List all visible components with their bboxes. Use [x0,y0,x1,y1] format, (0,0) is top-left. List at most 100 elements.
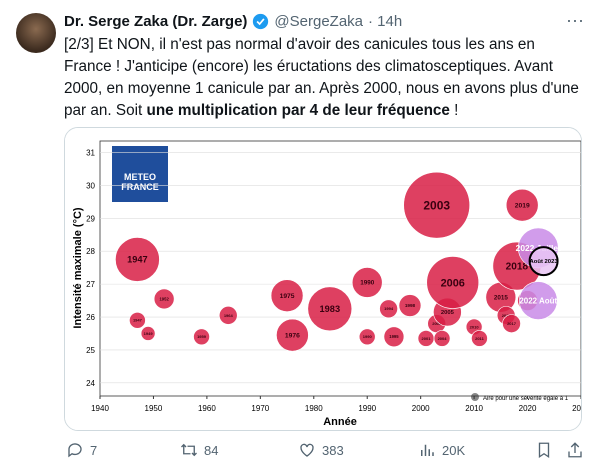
bubble-label: 1947 [127,255,148,265]
legend-note: Aire pour une sévérité égale à 1 [483,396,569,402]
bubble-label: 2017 [507,321,517,326]
x-axis-title: Année [323,416,357,428]
x-tick-label: 2020 [519,404,537,413]
bubble-label: 1994 [384,306,394,311]
bubble [383,326,405,348]
bubble-label: 1947 [133,318,143,323]
header: Dr. Serge Zaka (Dr. Zarge) @SergeZaka · … [64,13,402,30]
bubble-label: 2006 [441,277,465,289]
bubble-label: 2004 [438,336,448,341]
bubble-label: 2011 [475,336,484,341]
bubble-label: 1995 [389,334,399,339]
bubble [270,279,304,312]
bubble-label: 2019 [515,203,530,210]
x-tick-label: 2000 [412,404,430,413]
bubble-label: 1976 [285,332,300,339]
bubble [518,281,558,320]
like[interactable]: 383 [298,441,344,459]
bubble-label: Août 2023 [530,259,559,265]
text-bold: une multiplication par 4 de leur fréquen… [146,102,450,119]
bubble [502,314,521,333]
views[interactable]: 20K [418,441,465,459]
bubble [398,294,422,317]
bubble-label: 2022 Août [519,296,557,305]
bubble-label: 1959 [197,334,207,339]
bubble [379,299,398,319]
verified [253,13,269,30]
chart: METEO FRANCE Intensité maximale (°C) Ann… [65,128,581,430]
y-tick-label: 26 [86,313,95,322]
reply[interactable]: 7 [66,441,97,459]
bubble [115,237,160,282]
x-tick-label: 1940 [91,404,109,413]
logo-text: FRANCE [121,182,159,192]
y-tick-label: 25 [86,346,95,355]
share[interactable] [566,441,584,459]
bubble-label: 2010 [470,324,480,329]
text: [2/3] Et NON, il n'est pas normal d'avoi… [64,36,579,119]
bubble [351,267,383,298]
repost[interactable]: 84 [180,441,218,459]
y-axis-title: Intensité maximale (°C) [72,207,84,328]
plot-frame [99,140,581,397]
view-count: 20K [442,442,466,458]
text: ! [449,102,459,119]
bubble [505,188,539,222]
bubble [433,330,451,347]
bubble [140,326,156,341]
handle[interactable]: @SergeZaka [274,13,364,30]
media[interactable]: METEO FRANCE Intensité maximale (°C) Ann… [64,127,582,431]
y-tick-label: 29 [86,214,95,223]
tweet-text: [2/3] Et NON, il n'est pas normal d'avoi… [64,34,579,122]
bubble-label: 1990 [363,334,373,339]
avatar[interactable] [16,13,56,53]
x-tick-label: 1980 [305,404,323,413]
bubble-label: 1998 [405,303,416,308]
bubble [426,256,480,309]
bookmark[interactable] [535,441,553,459]
bubble-label: 1964 [224,313,234,318]
reply-count: 7 [90,442,98,458]
y-tick-label: 30 [86,181,95,190]
bubble [358,328,376,346]
bubble-label: 2001 [422,336,432,341]
x-tick-label: 2030 [572,404,581,413]
more[interactable]: ··· [566,10,584,30]
logo [112,146,168,202]
like-count: 383 [322,442,344,458]
bubble-label: 1983 [320,304,341,314]
x-tick-label: 1970 [251,404,269,413]
bubble-label: 1952 [159,296,169,301]
bubble [307,286,353,332]
bubble-label: 1975 [280,293,295,300]
bubble [528,246,559,277]
x-tick-label: 2010 [465,404,483,413]
bubble [276,318,309,352]
bubble-label: 2003 [432,321,442,326]
bubble-label: 2003 [423,198,450,212]
x-tick-label: 1960 [198,404,216,413]
author-name[interactable]: Dr. Serge Zaka (Dr. Zarge) [64,13,248,30]
legend-dot [471,393,479,401]
bubble [218,306,238,325]
x-tick-label: 1950 [145,404,163,413]
bubble [403,171,471,239]
time: · 14h [368,13,403,30]
repost-count: 84 [204,442,219,458]
bubble [153,288,175,310]
logo-text: METEO [124,172,156,182]
x-tick-label: 1990 [358,404,376,413]
bubble-label: 2015 [494,294,509,301]
bubble-label: 2005 [441,310,455,316]
bubble-label: 2018 [506,262,529,273]
y-tick-label: 24 [86,379,95,388]
bubble [471,330,488,347]
y-tick-label: 31 [86,149,95,158]
bubble-label: 1990 [360,280,375,287]
bubble-label: 2016 [502,313,512,318]
y-tick-label: 28 [86,247,95,256]
bubble-label: 1949 [144,331,154,336]
y-tick-label: 27 [86,280,95,289]
bubble [129,312,146,329]
